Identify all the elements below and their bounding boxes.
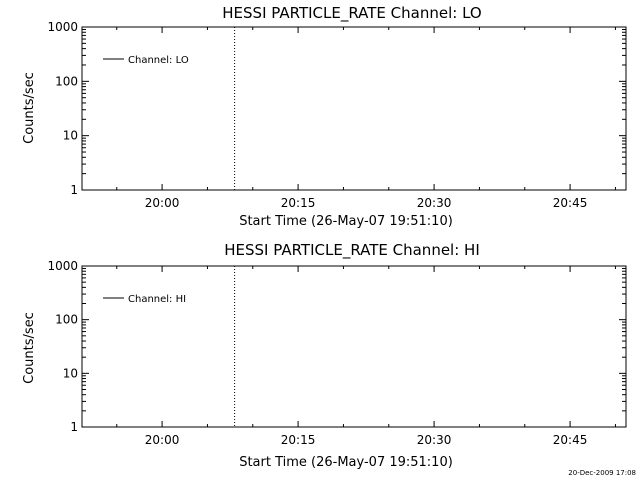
x-axis-label: Start Time (26-May-07 19:51:10) [239, 214, 453, 229]
x-tick-label: 20:30 [417, 433, 452, 447]
y-tick-label: 1 [70, 183, 78, 197]
chart-title: HESSI PARTICLE_RATE Channel: LO [222, 4, 481, 23]
y-tick-label: 100 [55, 74, 78, 88]
timestamp: 20-Dec-2009 17:08 [568, 469, 636, 477]
x-tick-label: 20:30 [417, 196, 452, 210]
x-tick-label: 20:15 [281, 196, 316, 210]
legend: Channel: HI [103, 294, 186, 305]
y-tick-label: 1000 [47, 20, 78, 34]
x-tick-label: 20:15 [281, 433, 316, 447]
x-tick-label: 20:45 [553, 433, 588, 447]
x-tick-label: 20:45 [553, 196, 588, 210]
plot-frame [81, 265, 627, 428]
y-tick-label: 100 [55, 313, 78, 327]
y-tick-label: 10 [63, 129, 78, 143]
x-tick-label: 20:00 [145, 433, 180, 447]
y-axis-label: Counts/sec [22, 312, 37, 384]
x-tick-label: 20:00 [145, 196, 180, 210]
y-tick-label: 1000 [47, 259, 78, 273]
chart-title: HESSI PARTICLE_RATE Channel: HI [224, 241, 480, 260]
panel-hi: HESSI PARTICLE_RATE Channel: HI SE 20:00… [22, 241, 627, 470]
plot-frame [81, 26, 627, 191]
legend-label: Channel: HI [128, 294, 186, 305]
legend: Channel: LO [103, 55, 189, 66]
y-axis-label: Counts/sec [22, 72, 37, 144]
legend-label: Channel: LO [128, 55, 189, 66]
y-tick-label: 1 [70, 420, 78, 434]
x-axis-label: Start Time (26-May-07 19:51:10) [239, 455, 453, 470]
panel-lo: HESSI PARTICLE_RATE Channel: LO SE 20:00… [22, 4, 627, 229]
y-tick-label: 10 [63, 366, 78, 380]
